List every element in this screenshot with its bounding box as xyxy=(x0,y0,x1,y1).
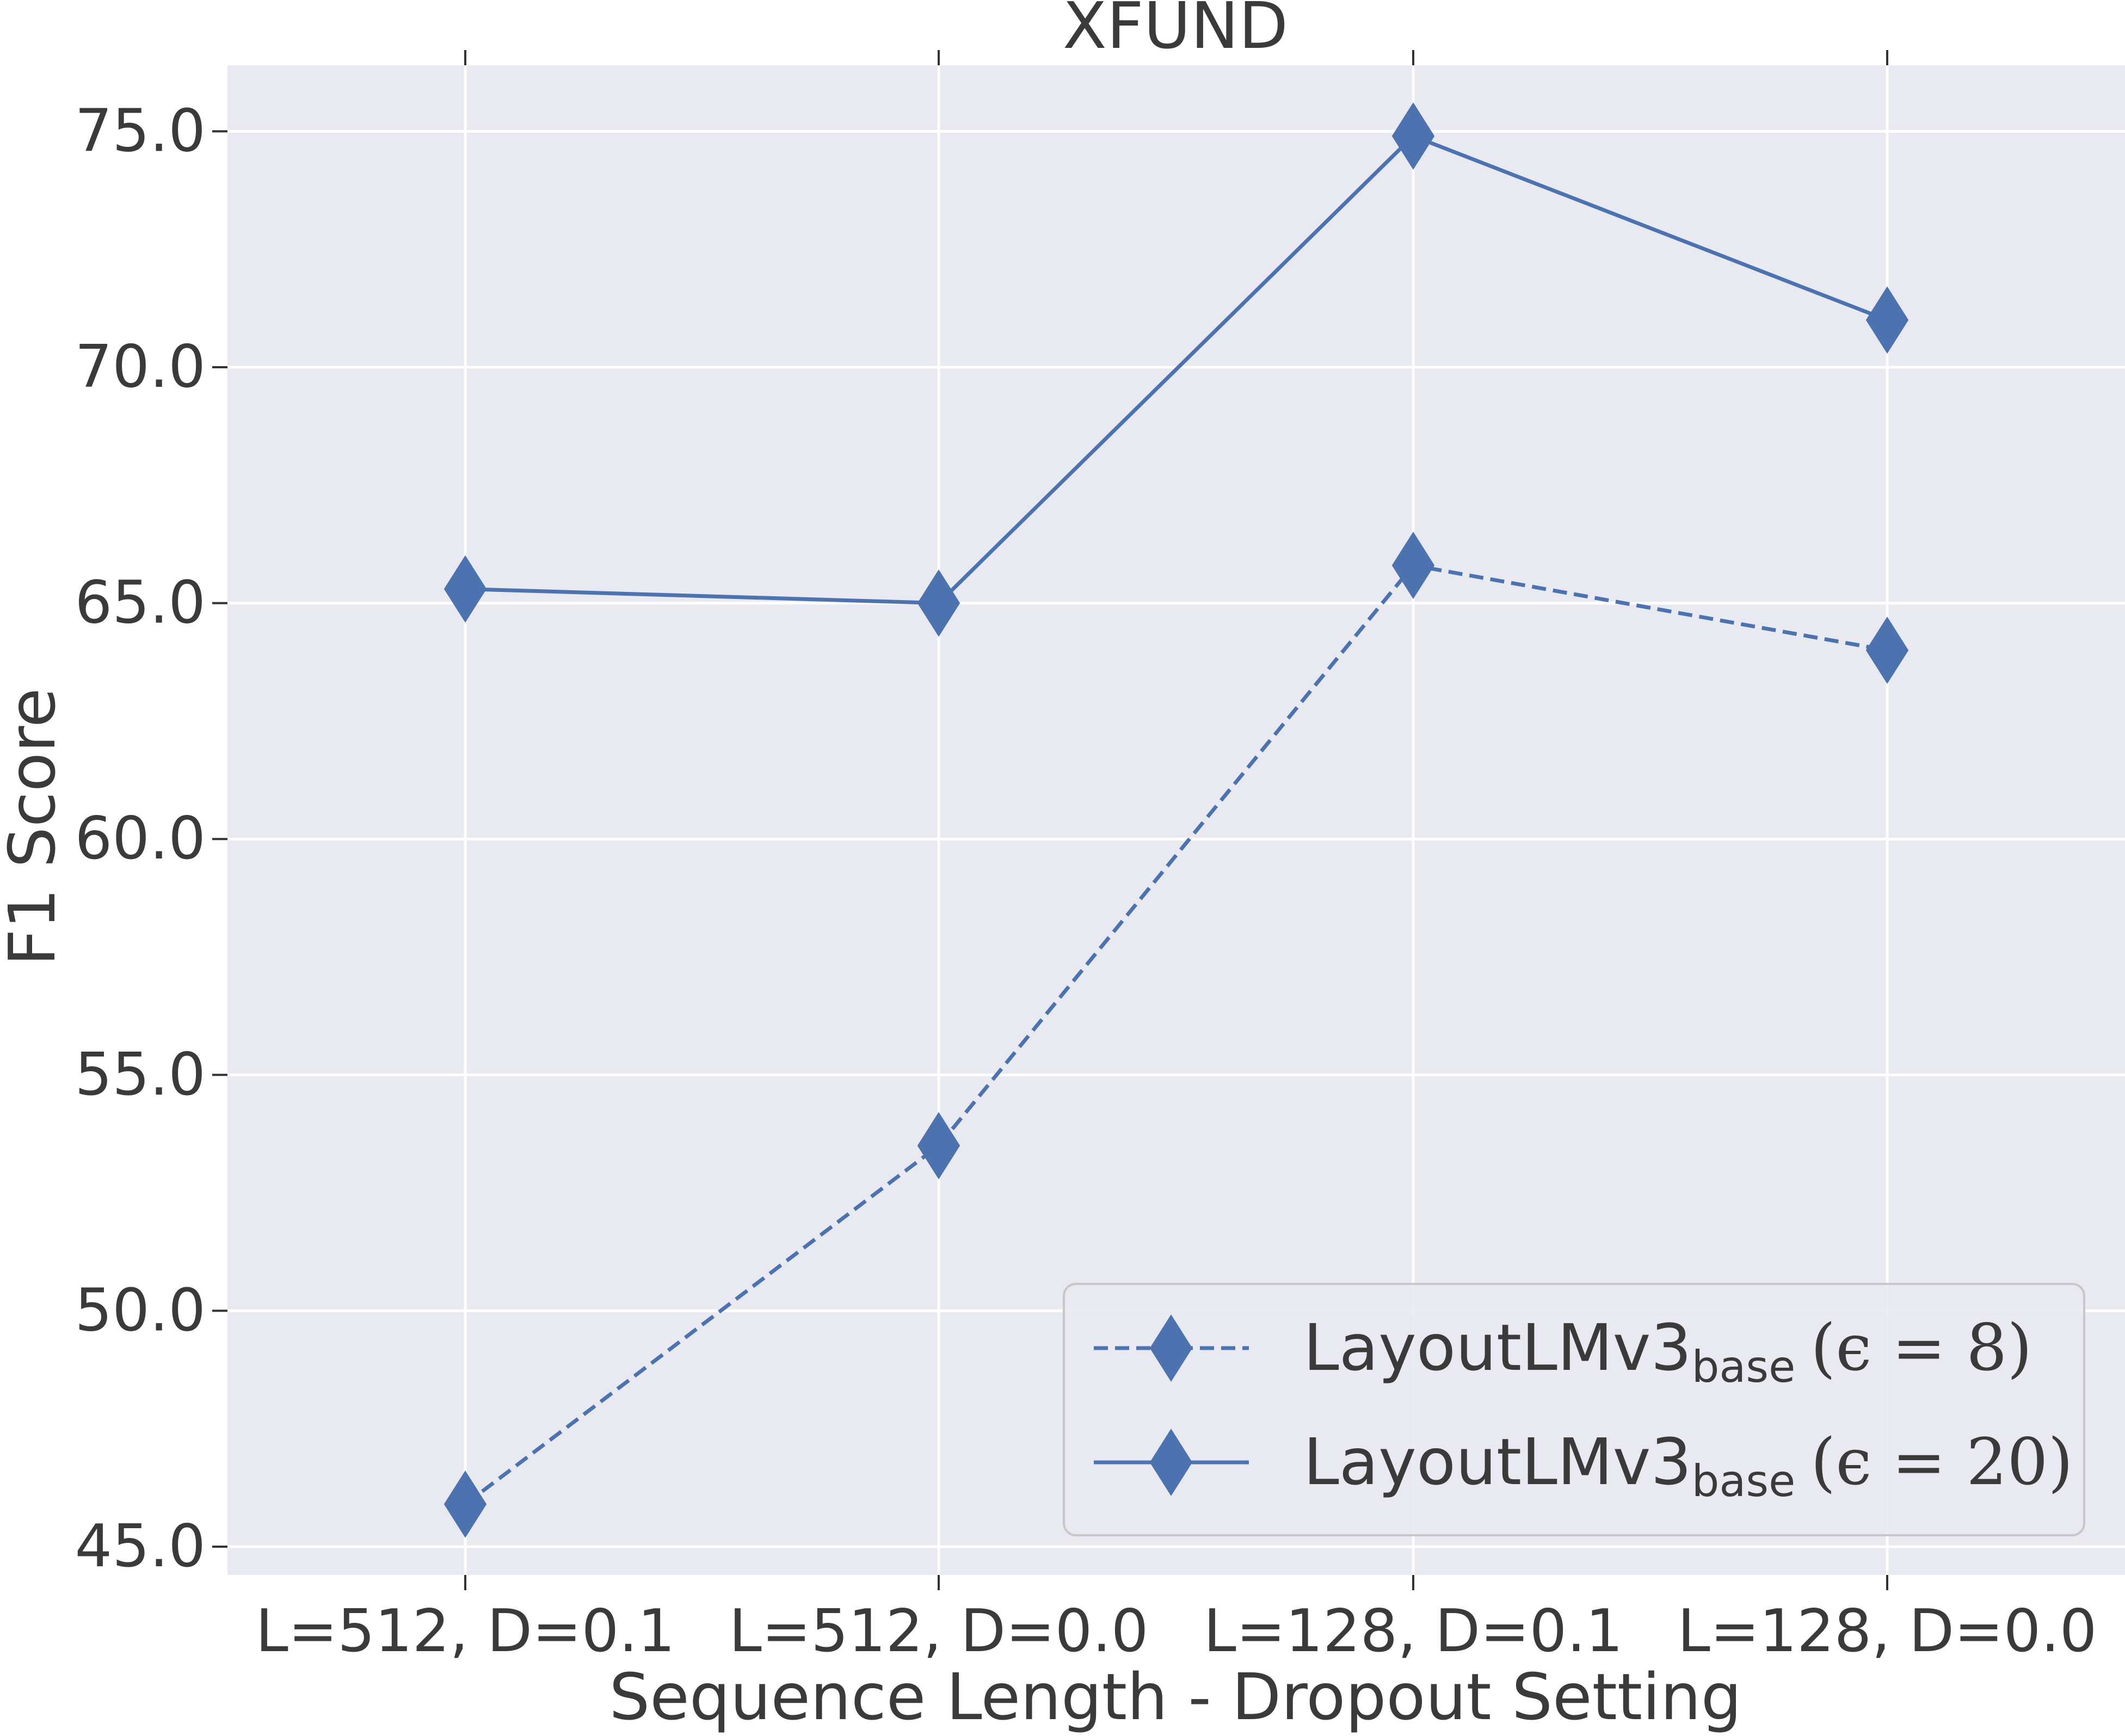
chart-title: XFUND xyxy=(1063,0,1288,63)
y-tick-label: 50.0 xyxy=(75,1276,206,1344)
y-tick-label: 45.0 xyxy=(75,1512,206,1580)
x-tick-label: L=128, D=0.1 xyxy=(1204,1597,1623,1665)
legend-marker xyxy=(1149,1429,1193,1496)
y-tick-label: 70.0 xyxy=(75,333,206,401)
series xyxy=(444,102,1909,1538)
legend: LayoutLMv3base (ϵ = 8) LayoutLMv3base (ϵ = … xyxy=(1063,1283,2085,1536)
y-tick-label: 60.0 xyxy=(75,805,206,873)
legend-box xyxy=(1063,1283,2085,1536)
x-axis-label: Sequence Length - Dropout Setting xyxy=(609,1659,1741,1734)
x-tick-label: L=512, D=0.0 xyxy=(729,1597,1149,1665)
grid xyxy=(227,65,2125,1575)
y-tick-label: 55.0 xyxy=(75,1041,206,1109)
legend-entry-1: LayoutLMv3base (ϵ = 8) xyxy=(1094,1310,2032,1392)
series-line xyxy=(465,134,1888,606)
series-2 xyxy=(444,102,1909,637)
data-point xyxy=(1865,616,1909,684)
y-tick-label: 65.0 xyxy=(75,569,206,637)
data-point xyxy=(1865,286,1909,354)
data-point xyxy=(1391,532,1435,600)
y-axis-label: F1 Score xyxy=(0,688,70,966)
series-line xyxy=(464,563,1888,1506)
y-tick-label: 75.0 xyxy=(75,97,206,165)
legend-entry-2: LayoutLMv3base (ϵ = 20) xyxy=(1094,1424,2073,1506)
data-point xyxy=(917,1111,960,1179)
legend-marker xyxy=(1149,1314,1193,1382)
data-point xyxy=(444,555,487,623)
data-point xyxy=(1391,102,1435,170)
x-tick-label: L=128, D=0.0 xyxy=(1678,1597,2097,1665)
data-point xyxy=(444,1471,487,1538)
data-point xyxy=(917,569,960,637)
x-tick-label: L=512, D=0.1 xyxy=(256,1597,675,1665)
legend-label: LayoutLMv3base (ϵ = 8) xyxy=(1303,1310,2032,1392)
axis-ticks: 45.0 50.0 55.0 60.0 65.0 70.0 75.0 L=512, D=0.1… xyxy=(75,50,2097,1665)
legend-label: LayoutLMv3base (ϵ = 20) xyxy=(1303,1424,2073,1506)
series-1 xyxy=(444,532,1909,1538)
